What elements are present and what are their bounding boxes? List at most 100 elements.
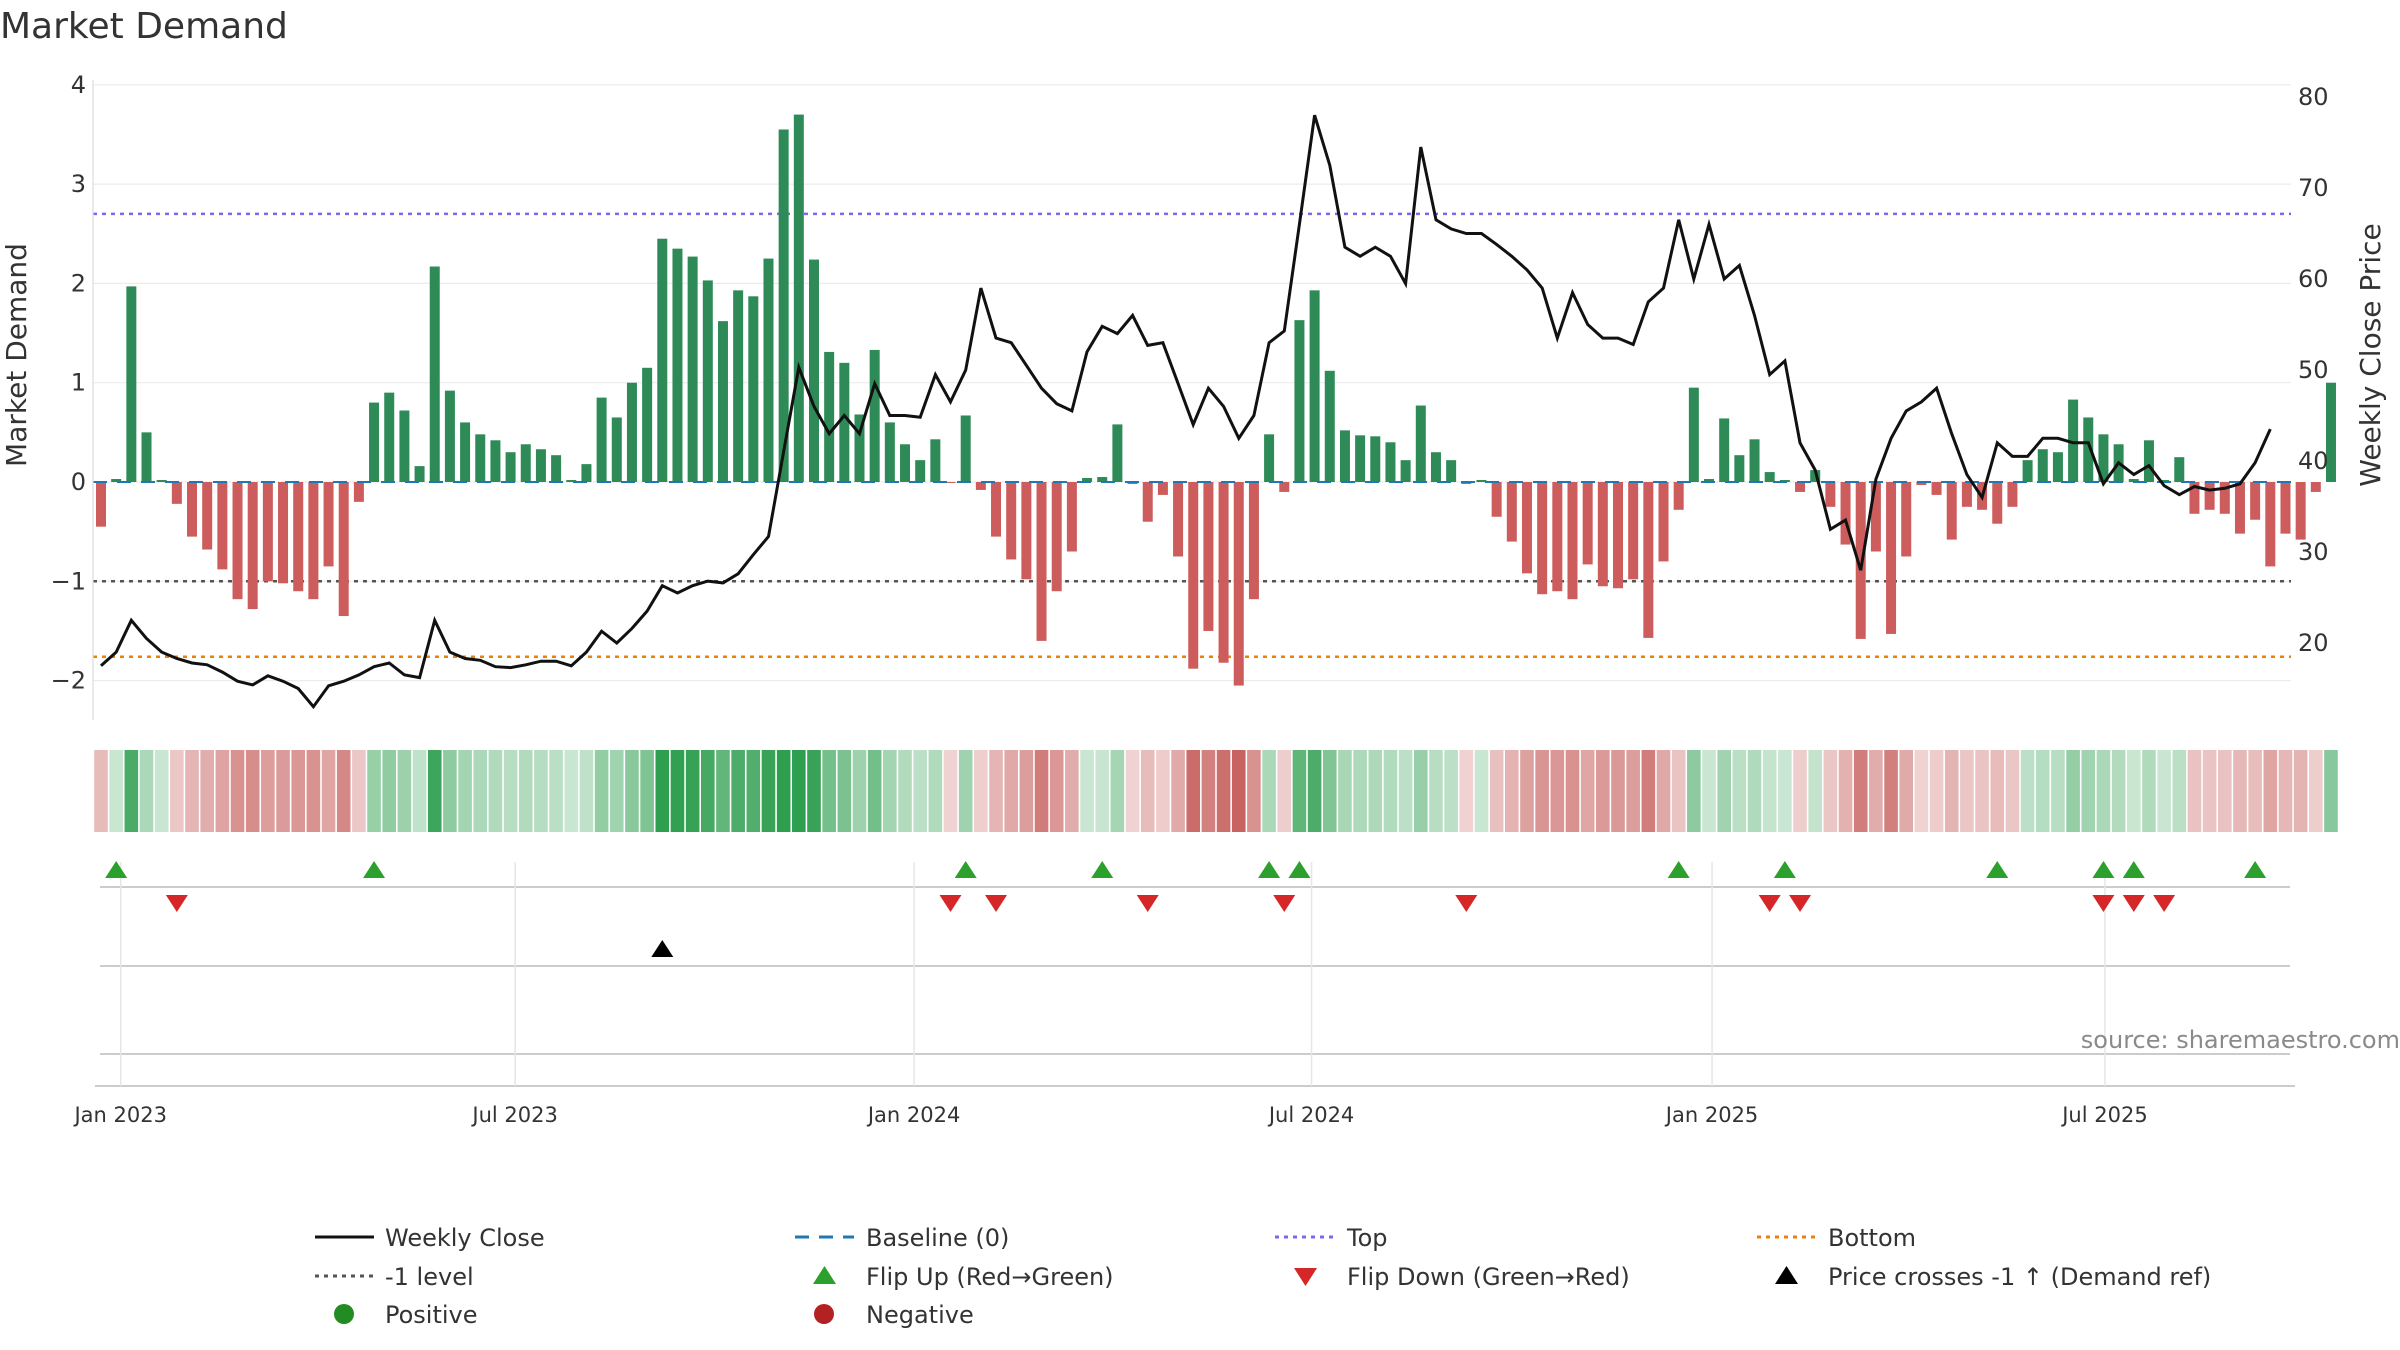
demand-bar xyxy=(1931,482,1942,495)
strip-cell xyxy=(2035,750,2050,832)
strip-cell xyxy=(488,750,503,832)
flip-up-marker xyxy=(1091,861,1114,878)
demand-bar xyxy=(353,482,364,502)
strip-cell xyxy=(336,750,351,832)
legend-price-cross-icon xyxy=(1775,1266,1798,1284)
flip-down-marker xyxy=(2153,895,2176,912)
strip-cell xyxy=(564,750,579,832)
strip-cell xyxy=(1156,750,1170,832)
legend-positive: Positive xyxy=(385,1301,478,1329)
strip-cell xyxy=(1808,750,1823,832)
strip-cell xyxy=(1216,750,1231,832)
right-tick-label: 80 xyxy=(2298,83,2329,111)
right-tick-label: 70 xyxy=(2298,174,2329,202)
demand-bar xyxy=(2068,399,2079,482)
strip-cell xyxy=(776,750,791,832)
x-tick-label: Jan 2025 xyxy=(1664,1103,1759,1127)
strip-cell xyxy=(1080,750,1094,832)
demand-bar xyxy=(217,482,228,570)
demand-bar xyxy=(793,114,804,482)
demand-bar xyxy=(657,238,668,482)
flip-down-marker xyxy=(1273,895,1296,912)
demand-bar xyxy=(1370,436,1381,482)
strip-cell xyxy=(943,750,958,832)
demand-bar xyxy=(839,362,850,482)
strip-cell xyxy=(1247,750,1261,832)
demand-bar xyxy=(1430,452,1441,482)
left-axis-label: Market Demand xyxy=(0,243,33,467)
strip-cell xyxy=(200,750,214,832)
strip-cell xyxy=(1671,750,1686,832)
left-tick-label: 1 xyxy=(71,369,86,397)
strip-cell xyxy=(1277,750,1292,832)
demand-bar xyxy=(1233,482,1244,686)
demand-bar xyxy=(323,482,334,567)
flip-down-marker xyxy=(1758,895,1781,912)
strip-cell xyxy=(1520,750,1534,832)
demand-bar xyxy=(156,480,167,482)
strip-cell xyxy=(1869,750,1883,832)
demand-bar xyxy=(778,129,789,483)
right-tick-label: 60 xyxy=(2298,265,2329,293)
demand-bar xyxy=(278,482,289,584)
demand-bar xyxy=(1961,482,1972,507)
legend-negative-icon xyxy=(814,1304,834,1324)
strip-cell xyxy=(2324,750,2338,832)
demand-bar xyxy=(308,482,319,600)
strip-cell xyxy=(1171,750,1185,832)
strip-cell xyxy=(1717,750,1731,832)
strip-cell xyxy=(1550,750,1565,832)
legend-flip-up: Flip Up (Red→Green) xyxy=(866,1263,1114,1291)
demand-bar xyxy=(1248,482,1259,600)
flip-down-marker xyxy=(939,895,962,912)
legend-weekly-close: Weekly Close xyxy=(385,1224,545,1252)
strip-cell xyxy=(261,750,275,832)
demand-bar xyxy=(1355,435,1366,482)
left-tick-label: 0 xyxy=(71,468,86,496)
left-tick-label: 3 xyxy=(71,170,86,198)
strip-cell xyxy=(473,750,488,832)
demand-bar xyxy=(2128,479,2139,482)
demand-bar xyxy=(96,482,106,527)
demand-bar xyxy=(338,482,349,617)
flip-up-marker xyxy=(1258,861,1281,878)
demand-bar xyxy=(1886,482,1897,634)
demand-bar xyxy=(1188,482,1199,669)
strip-cell xyxy=(245,750,260,832)
demand-bar xyxy=(171,482,182,504)
strip-cell xyxy=(2081,750,2096,832)
demand-bar xyxy=(869,349,880,482)
demand-bar xyxy=(414,466,425,482)
demand-bar xyxy=(1825,482,1836,507)
strip-cell xyxy=(2051,750,2065,832)
strip-cell xyxy=(1944,750,1959,832)
legend-flip-down-icon xyxy=(1294,1268,1317,1286)
strip-cell xyxy=(1474,750,1489,832)
strip-cell xyxy=(215,750,230,832)
demand-bar xyxy=(1916,482,1927,485)
strip-cell xyxy=(716,750,730,832)
strip-cell xyxy=(321,750,336,832)
strip-cell xyxy=(898,750,912,832)
demand-bar xyxy=(991,482,1002,537)
right-tick-label: 20 xyxy=(2298,629,2329,657)
strip-cell xyxy=(1990,750,2005,832)
demand-bar xyxy=(2325,382,2336,482)
strip-cell xyxy=(397,750,412,832)
strip-cell xyxy=(1444,750,1458,832)
demand-bar xyxy=(2007,482,2018,507)
x-tick-label: Jul 2025 xyxy=(2060,1103,2147,1127)
x-tick-label: Jul 2024 xyxy=(1267,1103,1354,1127)
right-tick-label: 40 xyxy=(2298,447,2329,475)
strip-cell xyxy=(1140,750,1155,832)
demand-bar xyxy=(247,482,258,610)
strip-cell xyxy=(1747,750,1762,832)
demand-bar xyxy=(1446,460,1457,482)
strip-cell xyxy=(1702,750,1716,832)
demand-bar xyxy=(581,464,592,482)
strip-cell xyxy=(883,750,897,832)
demand-bar xyxy=(2250,482,2261,520)
flip-up-marker xyxy=(954,861,977,878)
legend-positive-icon xyxy=(334,1304,354,1324)
demand-bar xyxy=(1279,482,1290,492)
